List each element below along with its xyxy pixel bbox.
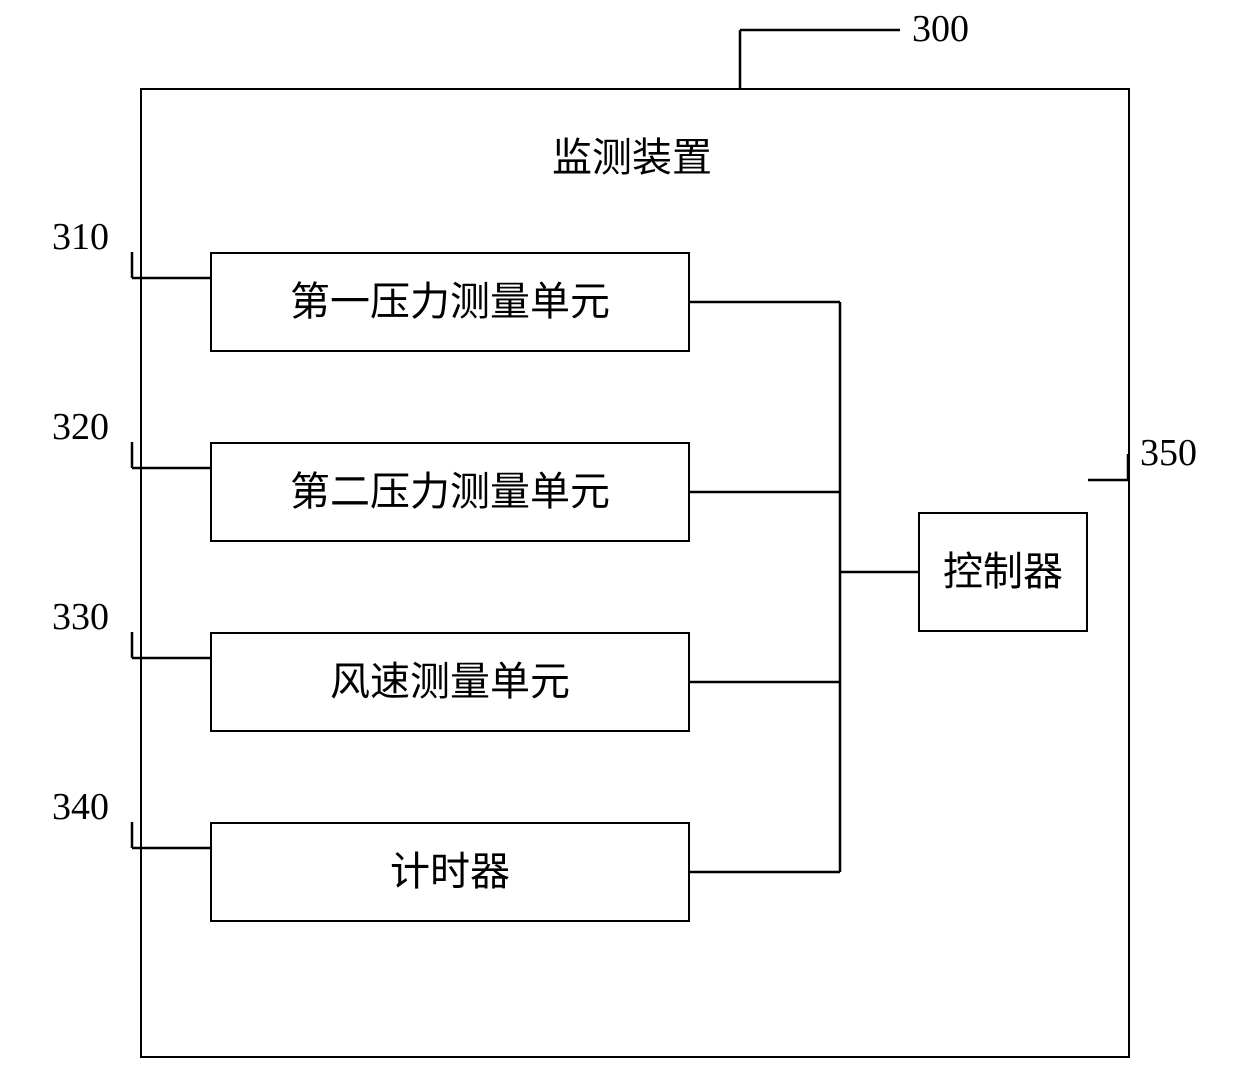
ref-b4: 340 bbox=[52, 788, 109, 826]
block-first-pressure: 第一压力测量单元 bbox=[210, 252, 690, 352]
block-controller-label: 控制器 bbox=[943, 552, 1063, 592]
container-title: 监测装置 bbox=[552, 138, 712, 178]
block-controller: 控制器 bbox=[918, 512, 1088, 632]
block-first-pressure-label: 第一压力测量单元 bbox=[290, 282, 610, 322]
ref-controller: 350 bbox=[1140, 434, 1197, 472]
block-timer: 计时器 bbox=[210, 822, 690, 922]
ref-b3: 330 bbox=[52, 598, 109, 636]
block-second-pressure: 第二压力测量单元 bbox=[210, 442, 690, 542]
block-windspeed-label: 风速测量单元 bbox=[330, 662, 570, 702]
block-windspeed: 风速测量单元 bbox=[210, 632, 690, 732]
block-second-pressure-label: 第二压力测量单元 bbox=[290, 472, 610, 512]
diagram-stage: 监测装置 第一压力测量单元 第二压力测量单元 风速测量单元 计时器 控制器 30… bbox=[0, 0, 1240, 1082]
ref-b2: 320 bbox=[52, 408, 109, 446]
ref-container: 300 bbox=[912, 10, 969, 48]
block-timer-label: 计时器 bbox=[390, 852, 510, 892]
ref-b1: 310 bbox=[52, 218, 109, 256]
